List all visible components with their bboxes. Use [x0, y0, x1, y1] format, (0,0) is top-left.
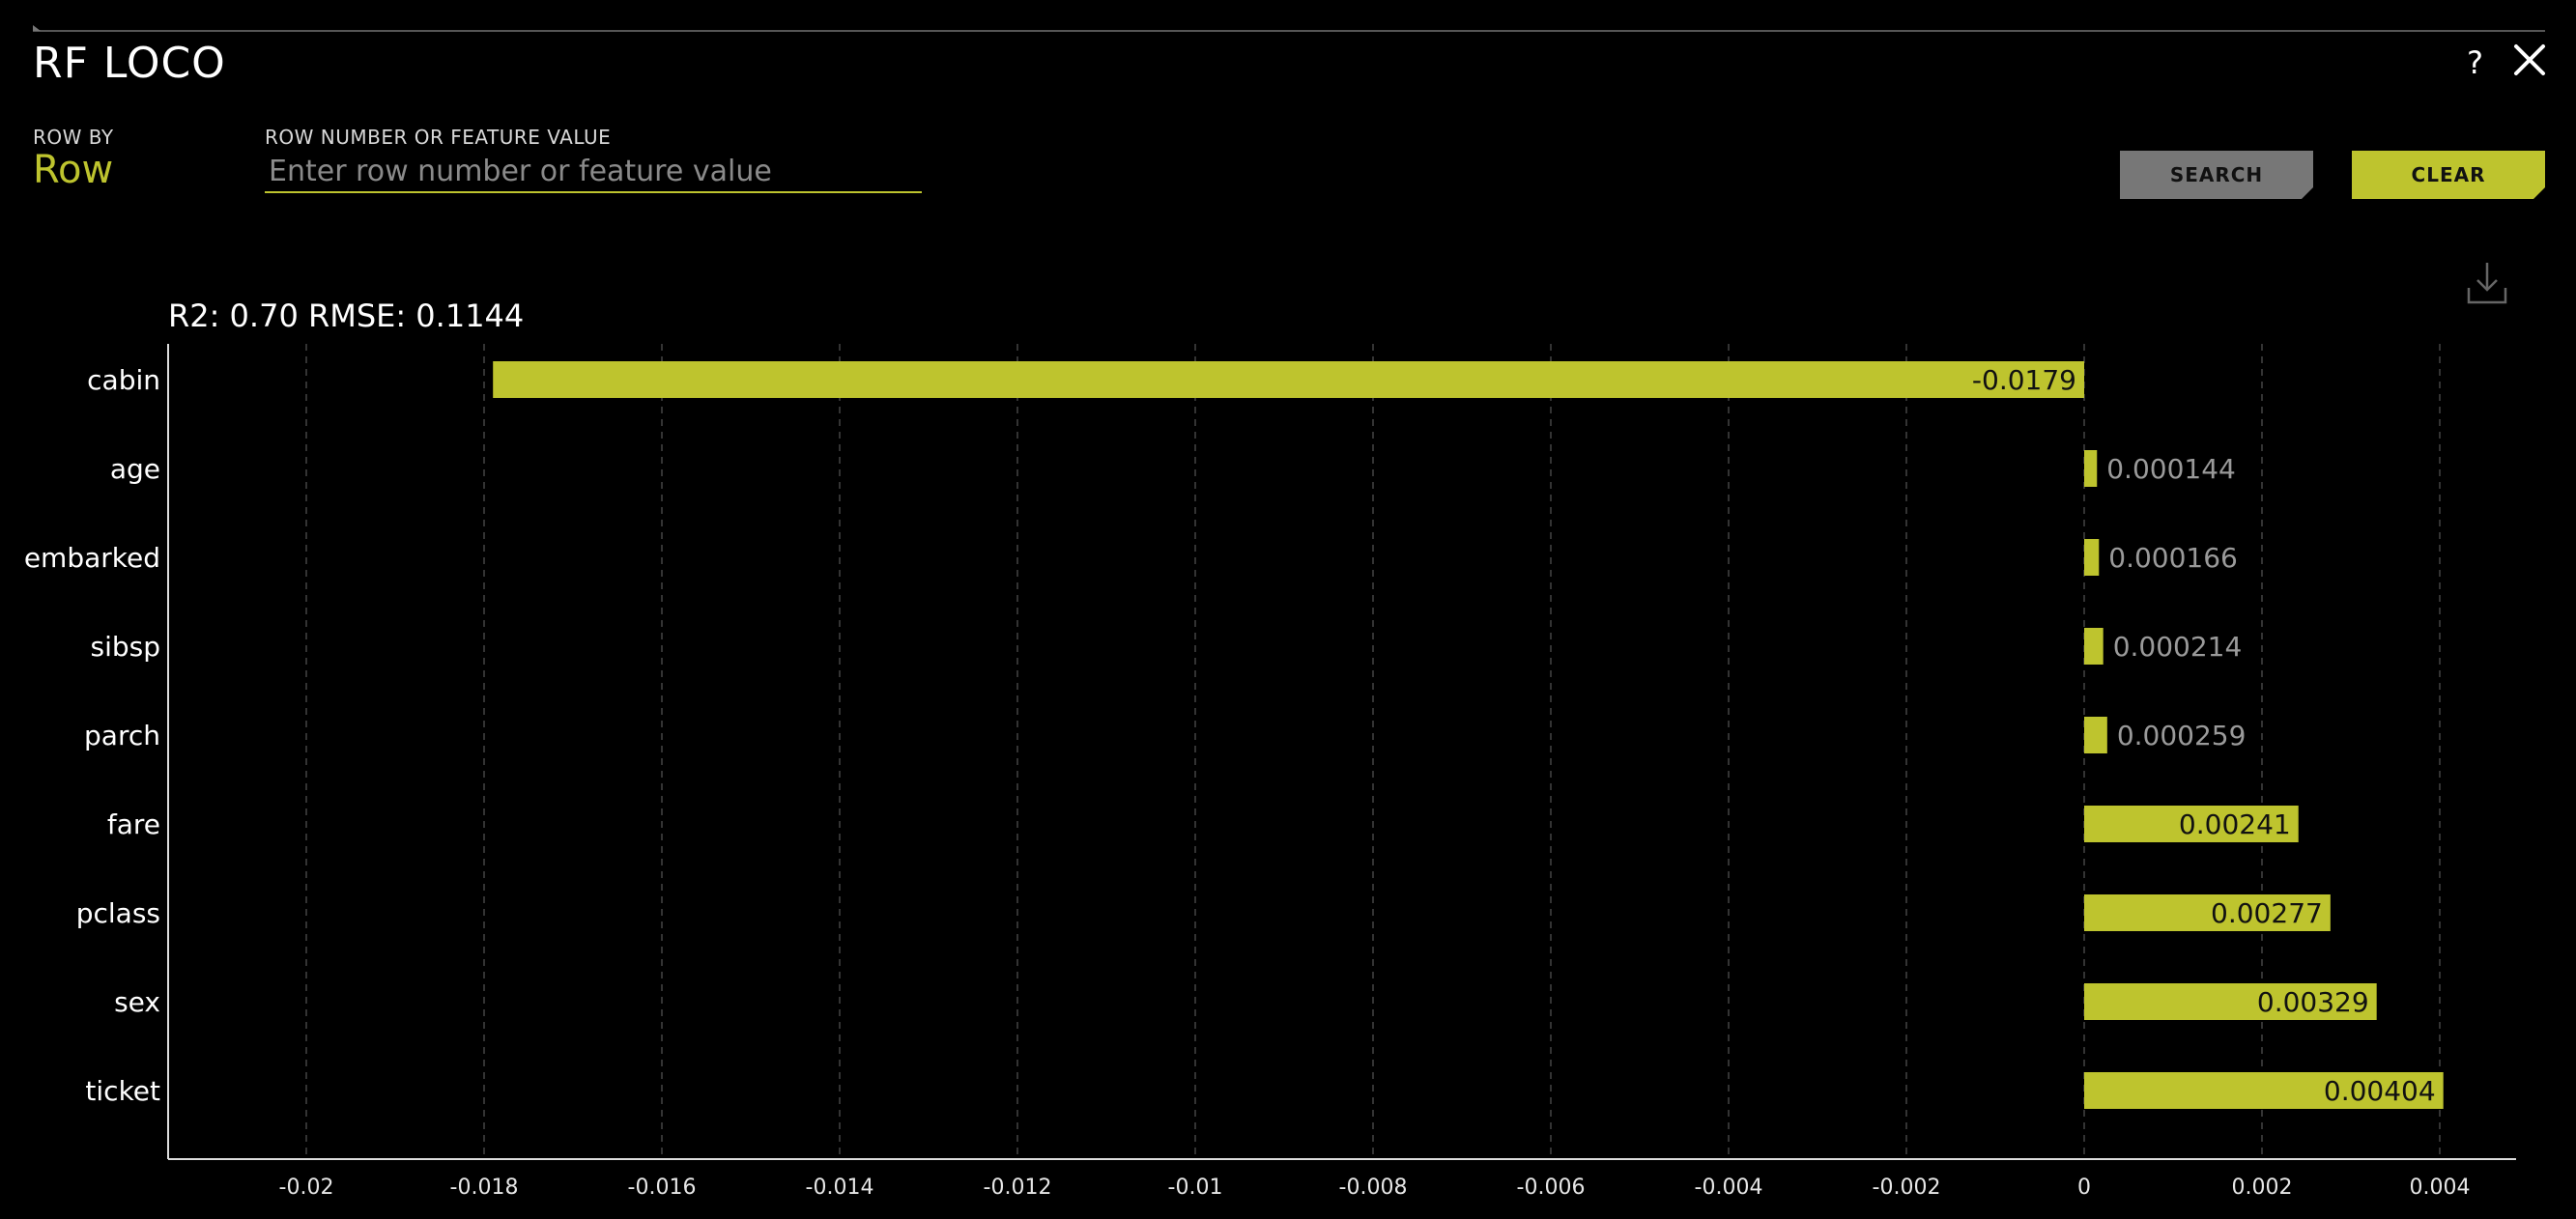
bar-value-label: 0.00241	[2179, 808, 2291, 840]
x-tick-label: -0.004	[1695, 1176, 1763, 1200]
row-by-label: ROW BY	[33, 126, 114, 149]
search-label: ROW NUMBER OR FEATURE VALUE	[265, 126, 612, 149]
bar	[2084, 806, 2299, 842]
help-button[interactable]: ?	[2467, 44, 2483, 81]
search-button[interactable]: SEARCH	[2120, 151, 2313, 199]
x-tick-label: -0.018	[450, 1176, 519, 1200]
progress-marker	[33, 25, 48, 31]
x-tick-label: 0.004	[2410, 1176, 2471, 1200]
bar-value-label: -0.0179	[1972, 364, 2076, 396]
bar-value-label: 0.000214	[2113, 631, 2243, 663]
x-tick-label: 0	[2077, 1176, 2091, 1200]
category-label: fare	[107, 808, 160, 840]
bar-value-label: 0.000259	[2117, 720, 2247, 751]
top-progress-line	[33, 30, 2545, 32]
x-tick-label: -0.002	[1873, 1176, 1941, 1200]
bar	[2084, 1072, 2444, 1109]
x-tick-label: -0.02	[279, 1176, 334, 1200]
x-tick-label: -0.01	[1168, 1176, 1223, 1200]
x-tick-label: -0.014	[806, 1176, 874, 1200]
category-label: ticket	[85, 1075, 160, 1107]
bar-value-label: 0.000166	[2108, 542, 2238, 574]
bar	[2084, 450, 2098, 487]
search-input[interactable]	[265, 151, 922, 193]
category-label: cabin	[87, 364, 160, 396]
category-label: sex	[114, 986, 160, 1018]
bar-value-label: 0.000144	[2106, 453, 2236, 485]
x-tick-label: -0.008	[1339, 1176, 1408, 1200]
x-tick-label: -0.006	[1517, 1176, 1586, 1200]
x-tick-label: -0.012	[984, 1176, 1052, 1200]
download-button[interactable]	[2466, 261, 2508, 305]
bar	[2084, 628, 2104, 665]
category-label: pclass	[76, 897, 160, 929]
bar	[2084, 983, 2377, 1020]
x-tick-label: -0.016	[628, 1176, 697, 1200]
page-title: RF LOCO	[33, 39, 226, 88]
bar-value-label: 0.00404	[2324, 1075, 2436, 1107]
bar	[2084, 539, 2100, 576]
bar	[2084, 717, 2107, 753]
bar-value-label: 0.00277	[2211, 897, 2323, 929]
close-button[interactable]	[2512, 43, 2547, 77]
download-icon	[2467, 263, 2507, 304]
row-by-select[interactable]: Row	[33, 148, 114, 192]
bar	[2084, 894, 2331, 931]
clear-button[interactable]: CLEAR	[2352, 151, 2545, 199]
chart-title: R2: 0.70 RMSE: 0.1144	[168, 298, 525, 334]
category-label: parch	[84, 720, 160, 751]
close-icon	[2514, 44, 2545, 75]
category-label: age	[110, 453, 160, 485]
category-label: sibsp	[90, 631, 160, 663]
x-tick-label: 0.002	[2232, 1176, 2293, 1200]
category-label: embarked	[24, 542, 160, 574]
bar	[493, 361, 2085, 398]
bar-value-label: 0.00329	[2257, 986, 2369, 1018]
